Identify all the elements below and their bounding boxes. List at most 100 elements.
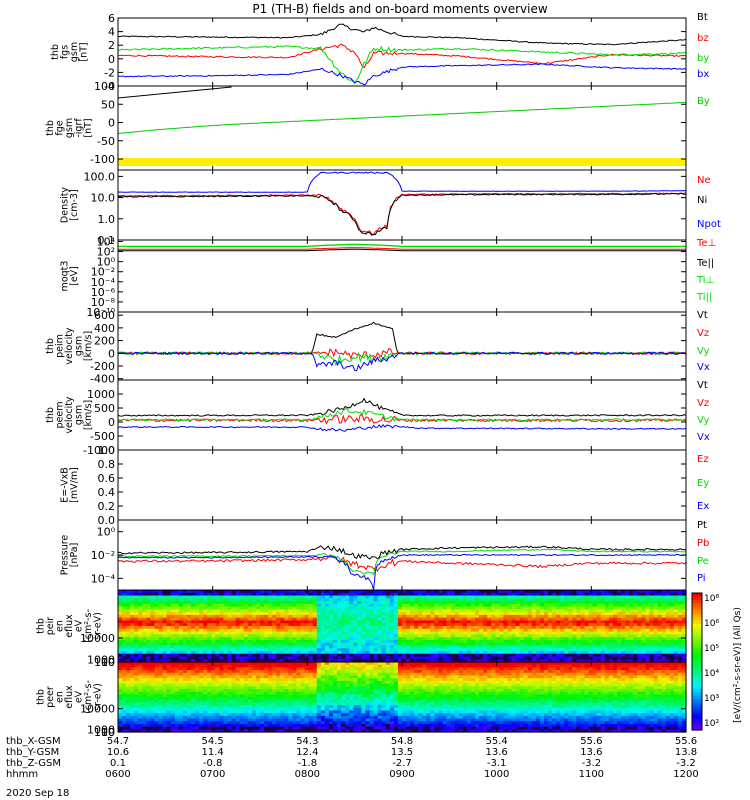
spectrogram-cell: [239, 623, 245, 627]
spectrogram-cell: [341, 626, 346, 630]
spectrogram-cell: [182, 680, 188, 685]
spectrogram-cell: [296, 639, 302, 644]
spectrogram-cell: [162, 656, 168, 660]
spectrogram-cell: [223, 683, 229, 687]
spectrogram-cell: [288, 614, 294, 619]
spectrogram-cell: [402, 628, 407, 633]
spectrogram-cell: [357, 617, 363, 622]
spectrogram-cell: [227, 642, 233, 646]
spectrogram-cell: [612, 609, 618, 613]
spectrogram-cell: [166, 705, 172, 709]
spectrogram-cell: [637, 650, 642, 655]
spectrogram-cell: [515, 620, 521, 624]
spectrogram-cell: [166, 662, 172, 666]
spectrogram-cell: [130, 634, 135, 638]
spectrogram-cell: [572, 642, 578, 646]
spectrogram-cell: [450, 592, 456, 597]
spectrogram-cell: [657, 628, 663, 633]
spectrogram-cell: [608, 639, 614, 644]
spectrogram-cell: [596, 614, 602, 619]
spectrogram-cell: [300, 656, 306, 660]
spectrogram-cell: [377, 617, 383, 622]
spectrogram-cell: [247, 634, 253, 638]
spectrogram-cell: [466, 592, 472, 597]
spectrogram-cell: [191, 691, 196, 695]
spectrogram-cell: [138, 686, 143, 690]
y-tick-label: 10⁴: [97, 236, 116, 249]
spectrogram-cell: [304, 628, 310, 633]
spectrogram-cell: [199, 656, 204, 660]
spectrogram-cell: [243, 729, 249, 733]
spectrogram-cell: [166, 603, 172, 608]
spectrogram-cell: [158, 707, 164, 712]
spectrogram-cell: [215, 609, 221, 613]
spectrogram-cell: [365, 634, 371, 638]
spectrogram-cell: [134, 656, 139, 660]
panel-ylabel: peim: [55, 334, 66, 358]
spectrogram-cell: [170, 634, 176, 638]
spectrogram-cell: [535, 650, 541, 655]
spectrogram-cell: [280, 601, 285, 605]
spectrogram-cell: [357, 609, 363, 613]
spectrogram-cell: [219, 691, 225, 695]
spectrogram-cell: [235, 702, 241, 706]
spectrogram-cell: [588, 639, 594, 644]
spectrogram-cell: [470, 595, 476, 599]
spectrogram-cell: [434, 590, 440, 594]
spectrogram-cell: [126, 603, 131, 608]
spectrogram-cell: [162, 718, 168, 722]
spectrogram-cell: [223, 598, 229, 602]
spectrogram-cell: [466, 650, 472, 655]
spectrogram-cell: [219, 713, 225, 717]
spectrogram-cell: [260, 650, 265, 655]
spectrogram-cell: [552, 598, 557, 602]
spectrogram-cell: [349, 612, 354, 616]
spectrogram-cell: [369, 631, 375, 635]
spectrogram-cell: [499, 639, 505, 644]
spectrogram-cell: [264, 670, 269, 674]
spectrogram-cell: [592, 637, 598, 641]
spectrogram-cell: [158, 699, 164, 703]
spectrogram-cell: [454, 606, 460, 610]
spectrogram-cell: [499, 656, 505, 660]
spectrogram-cell: [296, 592, 302, 597]
spectrogram-cell: [178, 672, 184, 677]
y-tick-label: 1.0: [98, 213, 116, 226]
spectrogram-cell: [211, 620, 216, 624]
spectrogram-cell: [576, 634, 582, 638]
spectrogram-cell: [186, 634, 192, 638]
spectrogram-cell: [523, 628, 529, 633]
spectrogram-cell: [560, 603, 565, 608]
spectrogram-cell: [186, 672, 192, 677]
spectrogram-cell: [430, 614, 436, 619]
spectrogram-cell: [673, 645, 679, 649]
spectrogram-cell: [231, 729, 237, 733]
spectrogram-cell: [402, 601, 407, 605]
spectrogram-cell: [182, 620, 188, 624]
spectrogram-cell: [491, 645, 496, 649]
spectrogram-cell: [272, 612, 277, 616]
spectrogram-cell: [162, 623, 168, 627]
spectrogram-cell: [645, 634, 651, 638]
spectrogram-cell: [604, 601, 610, 605]
spectrogram-cell: [142, 718, 147, 722]
spectrogram-cell: [653, 642, 659, 646]
spectrogram-cell: [174, 680, 180, 685]
spectrogram-cell: [255, 642, 261, 646]
spectrogram-cell: [446, 614, 452, 619]
spectrogram-cell: [572, 614, 578, 619]
spectrogram-cell: [260, 723, 265, 728]
spectrogram-cell: [328, 637, 334, 641]
spectrogram-cell: [523, 592, 529, 597]
spectrogram-cell: [126, 631, 131, 635]
spectrogram-cell: [170, 691, 176, 695]
spectrogram-cell: [556, 592, 561, 597]
spectrogram-cell: [673, 642, 679, 646]
series-line-fgs-3: [117, 63, 687, 86]
spectrogram-cell: [251, 705, 257, 709]
spectrogram-cell: [268, 726, 273, 730]
spectrogram-cell: [576, 637, 582, 641]
spectrogram-cell: [130, 620, 135, 624]
spectrogram-cell: [122, 606, 127, 610]
spectrogram-cell: [633, 598, 638, 602]
